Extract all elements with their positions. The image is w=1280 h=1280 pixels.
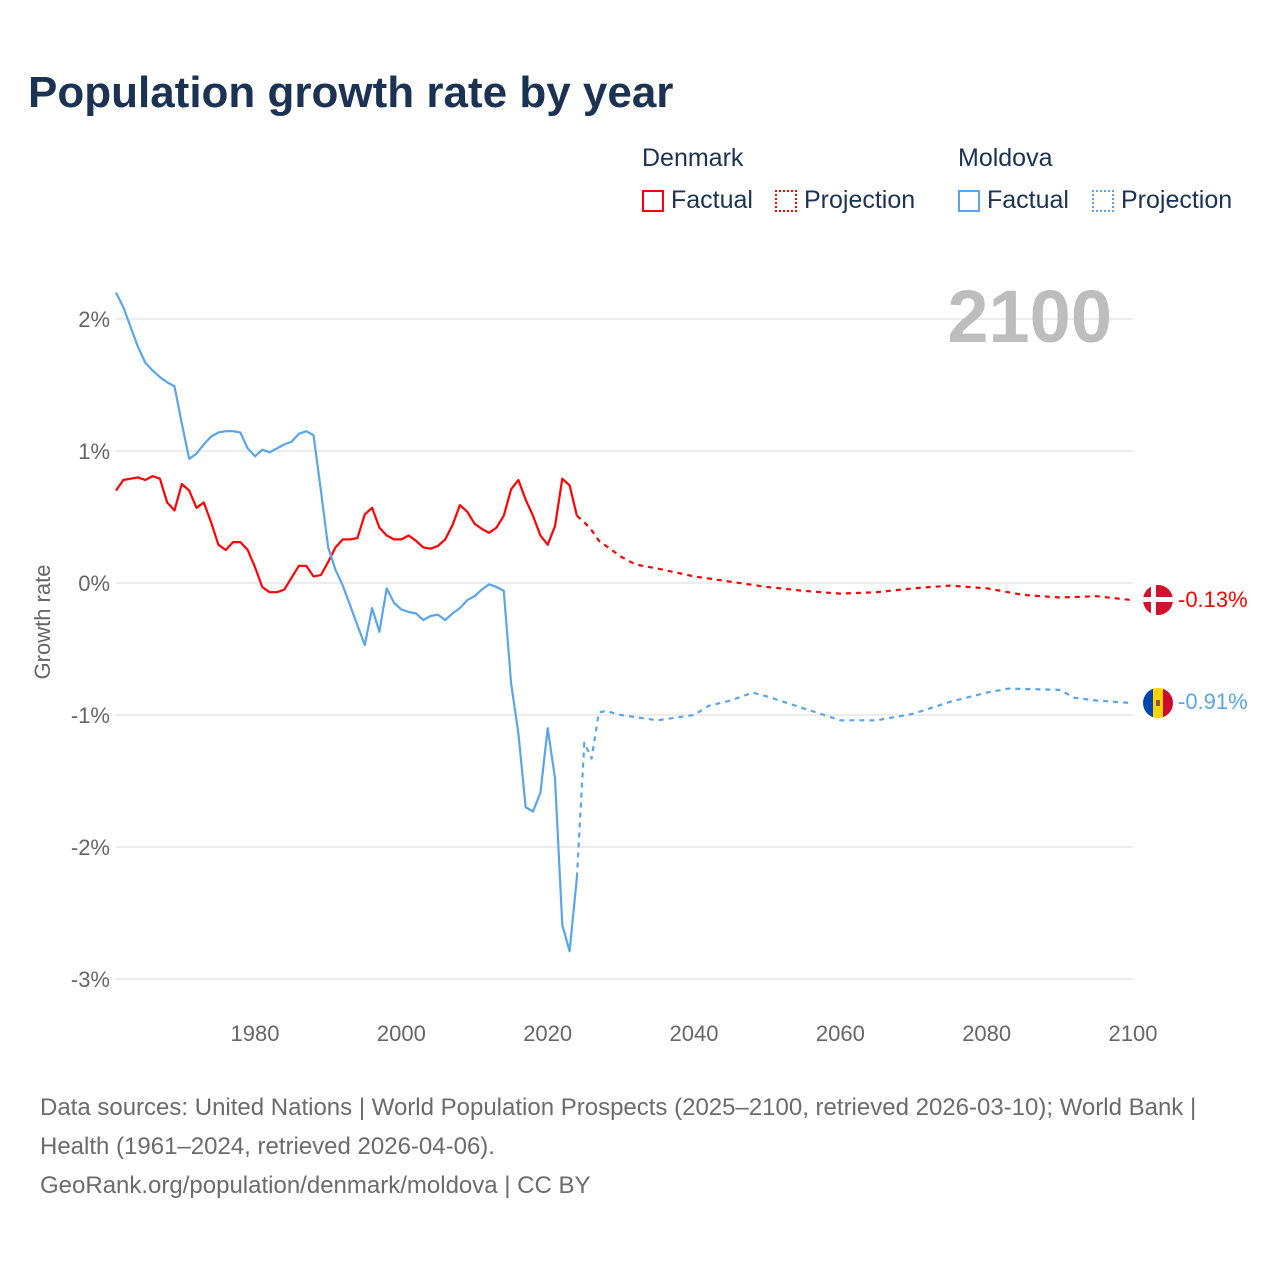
x-tick-label: 2020	[523, 1021, 572, 1046]
denmark-end-label: -0.13%	[1178, 587, 1248, 612]
x-tick-label: 2060	[816, 1021, 865, 1046]
legend-label: Factual	[671, 186, 753, 214]
legend-label: Factual	[987, 186, 1069, 214]
legend-swatch-solid	[642, 189, 664, 212]
source-text: Data sources: United Nations | World Pop…	[40, 1094, 1197, 1160]
denmark-flag-icon	[1143, 585, 1173, 615]
y-tick-label: -3%	[71, 967, 110, 992]
legend-label: Projection	[804, 186, 916, 214]
y-tick-label: -1%	[71, 703, 110, 728]
year-indicator: 2100	[947, 275, 1112, 358]
x-tick-label: 2040	[670, 1021, 719, 1046]
series-line-denmark-projection	[576, 514, 1134, 602]
series-line-denmark-factual	[115, 475, 578, 594]
source-note: Data sources: United Nations | World Pop…	[40, 1088, 1240, 1205]
legend-moldova-factual[interactable]: Factual	[958, 186, 1069, 215]
legend-group-moldova: Moldova	[958, 144, 1053, 172]
x-tick-label: 2100	[1109, 1021, 1158, 1046]
x-tick-label: 2080	[962, 1021, 1011, 1046]
legend-denmark-projection[interactable]: Projection	[775, 186, 915, 215]
series-line-moldova-projection	[575, 687, 1134, 878]
legend-swatch-solid	[958, 189, 980, 212]
legend-label: Projection	[1121, 186, 1233, 214]
legend-moldova-projection[interactable]: Projection	[1092, 186, 1232, 215]
chart-title: Population growth rate by year	[28, 68, 674, 117]
y-tick-label: 0%	[78, 571, 110, 596]
x-tick-label: 1980	[231, 1021, 280, 1046]
source-link[interactable]: GeoRank.org/population/denmark/moldova |…	[40, 1172, 591, 1199]
legend-swatch-dotted	[775, 189, 797, 212]
legend-group-denmark: Denmark	[642, 144, 744, 172]
x-tick-label: 2000	[377, 1021, 426, 1046]
series-line-moldova-factual	[115, 292, 578, 953]
y-axis-label: Growth rate	[30, 565, 55, 680]
legend-denmark-factual[interactable]: Factual	[642, 186, 753, 215]
y-tick-label: -2%	[71, 835, 110, 860]
moldova-flag-icon	[1143, 688, 1173, 718]
y-tick-label: 2%	[78, 307, 110, 332]
moldova-end-label: -0.91%	[1178, 689, 1248, 714]
legend-swatch-dotted	[1092, 189, 1114, 212]
y-tick-label: 1%	[78, 439, 110, 464]
